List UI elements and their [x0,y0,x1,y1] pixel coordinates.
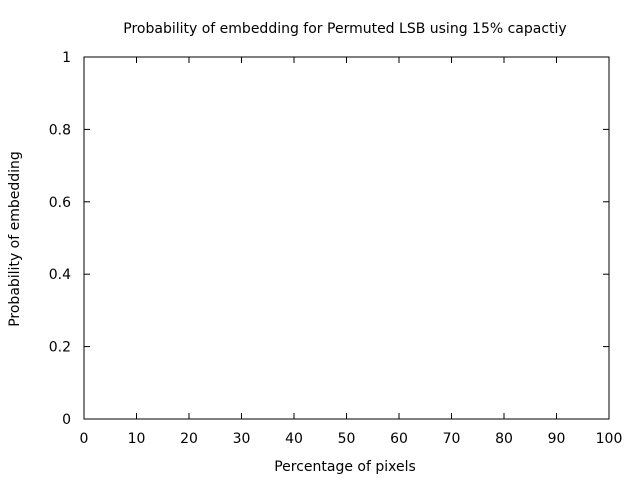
y-tick-label-1: 0.2 [49,340,71,356]
y-tick-label-5: 1 [62,50,71,66]
x-tick-label-4: 40 [285,431,303,447]
x-tick-label-0: 0 [80,431,89,447]
plot-frame [83,56,610,420]
y-tick-label-3: 0.6 [49,195,71,211]
chart-title: Probability of embedding for Permuted LS… [123,21,566,37]
y-tick-label-0: 0 [62,412,71,428]
y-tick-label-4: 0.8 [49,122,71,138]
x-tick-label-10: 100 [596,431,623,447]
ticks-layer: 0 10 20 30 40 50 60 70 80 90 100 0 0.2 0.4 0.6 0.8 1 [49,50,623,447]
x-tick-label-7: 70 [443,431,461,447]
x-tick-label-5: 50 [338,431,356,447]
x-tick-label-3: 30 [233,431,251,447]
x-tick-label-9: 90 [548,431,566,447]
y-axis-label: Probability of embedding [7,151,23,327]
y-tick-label-2: 0.4 [49,267,71,283]
x-axis-label: Percentage of pixels [274,459,416,475]
x-tick-label-8: 80 [495,431,513,447]
x-tick-label-6: 60 [390,431,408,447]
x-tick-label-1: 10 [128,431,146,447]
x-tick-label-2: 20 [180,431,198,447]
